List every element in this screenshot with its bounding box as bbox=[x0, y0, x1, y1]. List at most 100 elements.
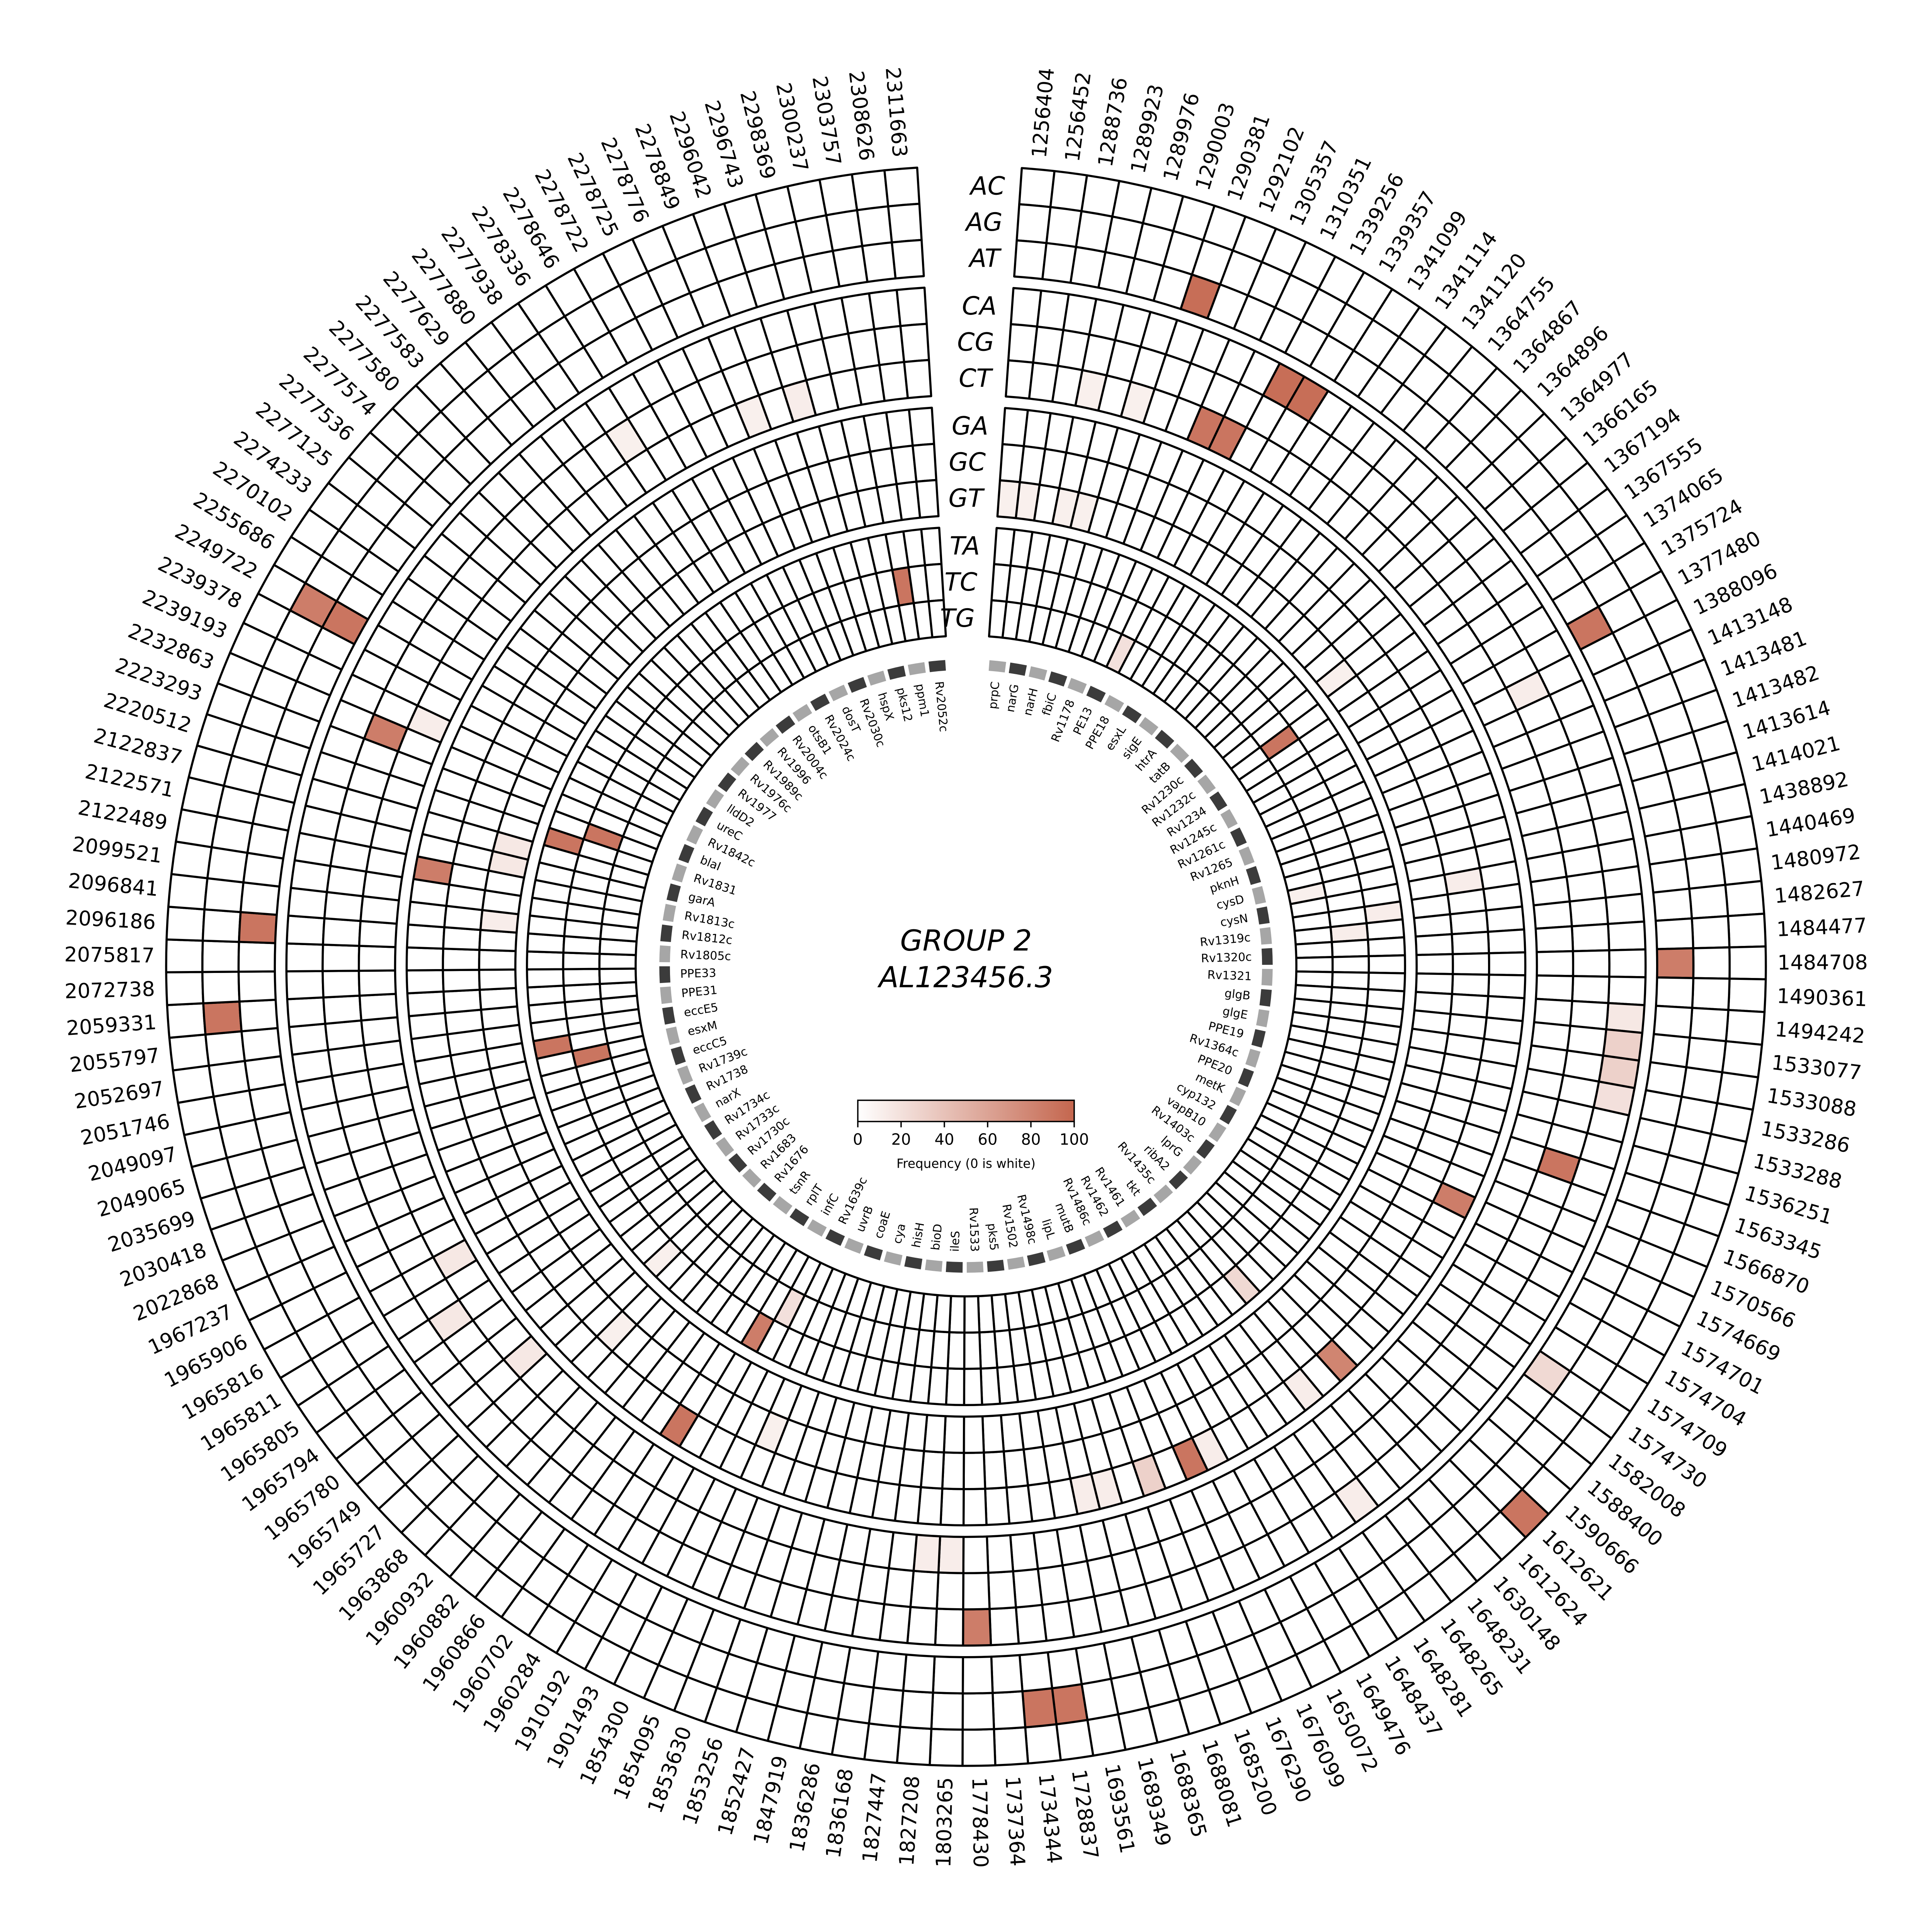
heatmap-cell bbox=[1488, 951, 1527, 976]
gene-tick bbox=[864, 1245, 883, 1260]
position-label: 2059331 bbox=[66, 1010, 157, 1040]
gene-label: glgE bbox=[1221, 1004, 1248, 1022]
heatmap-cell bbox=[961, 1692, 995, 1731]
heatmap-cell bbox=[1051, 1683, 1089, 1726]
gene-label: infC bbox=[819, 1191, 842, 1218]
gene-label: hisH bbox=[910, 1221, 927, 1249]
heatmap-cell bbox=[1572, 949, 1611, 978]
gene-tick bbox=[904, 1256, 923, 1270]
position-label: 1438892 bbox=[1757, 767, 1850, 809]
heatmap-cell bbox=[946, 1331, 966, 1370]
ring-AT bbox=[237, 239, 1695, 1695]
heatmap-cell bbox=[980, 1366, 1001, 1406]
heatmap-cell bbox=[1725, 1009, 1766, 1046]
gene-tick bbox=[847, 677, 867, 693]
heatmap-cell bbox=[405, 969, 445, 995]
heatmap-cell bbox=[1485, 905, 1526, 933]
heatmap-cell bbox=[442, 926, 482, 951]
heatmap-cell bbox=[1652, 888, 1693, 922]
position-label: 1288736 bbox=[1094, 76, 1132, 169]
ring-TG bbox=[598, 599, 1334, 1334]
colorbar-label: Frequency (0 is white) bbox=[896, 1156, 1036, 1171]
gene-tick bbox=[1009, 662, 1027, 676]
gene-label: Rv1319c bbox=[1199, 931, 1251, 949]
gene-label: PPE31 bbox=[681, 983, 718, 1000]
gene-tick bbox=[660, 986, 672, 1004]
gene-tick bbox=[1245, 1049, 1261, 1068]
colorbar-tick-label: 0 bbox=[853, 1131, 862, 1149]
heatmap-cell bbox=[873, 325, 905, 366]
heatmap-cell bbox=[937, 1535, 965, 1574]
heatmap-cell bbox=[202, 908, 242, 943]
gene-tick bbox=[884, 1251, 903, 1266]
colorbar: 0 20 40 60 80 100 Frequency (0 is white) bbox=[853, 1099, 1089, 1171]
gene-tick bbox=[1170, 743, 1189, 763]
heatmap-cell bbox=[1728, 945, 1767, 981]
ring-label: GC bbox=[949, 448, 986, 477]
gene-label: pks5 bbox=[985, 1223, 1001, 1251]
gene-label: narG bbox=[1003, 683, 1022, 713]
ring-label: GA bbox=[952, 412, 988, 440]
heatmap-cell bbox=[406, 990, 446, 1017]
heatmap-cell bbox=[406, 923, 446, 950]
heatmap-cell bbox=[896, 1726, 933, 1766]
gene-tick bbox=[789, 1208, 810, 1226]
heatmap-cell bbox=[287, 887, 328, 920]
position-label: 2099521 bbox=[71, 832, 164, 868]
heatmap-cell bbox=[963, 1367, 983, 1406]
gene-tick bbox=[760, 728, 779, 747]
heatmap-cell bbox=[1607, 975, 1647, 1006]
gene-label: blaI bbox=[698, 853, 723, 874]
heatmap-cell bbox=[1689, 1007, 1730, 1043]
heatmap-cell bbox=[321, 969, 361, 999]
gene-tick bbox=[1183, 1155, 1202, 1175]
heatmap-cell bbox=[243, 1055, 286, 1092]
colorbar-tick-label: 40 bbox=[935, 1131, 954, 1149]
gene-tick bbox=[666, 883, 681, 902]
position-label: 1693561 bbox=[1100, 1762, 1139, 1855]
position-label: 2051746 bbox=[78, 1110, 172, 1150]
heatmap-cell bbox=[1019, 1651, 1053, 1692]
heatmap-cell bbox=[239, 881, 281, 916]
heatmap-cell bbox=[405, 946, 444, 972]
heatmap-cell bbox=[322, 995, 362, 1025]
position-label: 1836286 bbox=[785, 1761, 825, 1854]
gene-tick bbox=[1208, 1122, 1226, 1142]
gene-tick bbox=[706, 789, 724, 809]
heatmap-cell bbox=[286, 914, 326, 946]
heatmap-cell bbox=[478, 987, 519, 1011]
colorbar-tick-label: 80 bbox=[1021, 1131, 1041, 1149]
heatmap-cell bbox=[939, 1487, 965, 1527]
heatmap-cell bbox=[1015, 203, 1052, 244]
ring-label: AG bbox=[964, 208, 1003, 237]
heatmap-cell bbox=[887, 202, 923, 244]
gene-tick bbox=[793, 704, 812, 722]
heatmap-cell bbox=[1487, 928, 1526, 954]
heatmap-cell bbox=[1571, 975, 1611, 1004]
position-label: 2055797 bbox=[68, 1044, 161, 1077]
ring-label: TG bbox=[940, 604, 975, 633]
heatmap-cell bbox=[825, 209, 864, 252]
heatmap-cell bbox=[935, 1571, 964, 1611]
gene-tick bbox=[678, 844, 695, 864]
heatmap-cell bbox=[172, 1065, 215, 1104]
gene-tick bbox=[1184, 759, 1203, 778]
gene-tick bbox=[694, 1102, 711, 1122]
heatmap-cell bbox=[408, 1012, 449, 1040]
heatmap-cell bbox=[984, 1486, 1011, 1526]
chart-title: GROUP 2 bbox=[900, 923, 1032, 957]
position-label: 2308626 bbox=[844, 70, 878, 162]
gene-label: bioD bbox=[929, 1223, 945, 1251]
gene-label: pks12 bbox=[894, 686, 915, 723]
gene-label: Rv1533 bbox=[966, 1207, 981, 1252]
gene-tick bbox=[776, 715, 796, 734]
heatmap-cell bbox=[526, 985, 566, 1007]
heatmap-cell bbox=[240, 1027, 282, 1062]
ring-label: AT bbox=[968, 244, 1002, 273]
heatmap-cell bbox=[1721, 1040, 1763, 1078]
heatmap-cell bbox=[945, 1367, 966, 1406]
gene-tick bbox=[1209, 791, 1228, 811]
gene-label: uvrB bbox=[854, 1204, 876, 1234]
heatmap-cell bbox=[1451, 973, 1490, 997]
heatmap-cell bbox=[1571, 923, 1611, 952]
